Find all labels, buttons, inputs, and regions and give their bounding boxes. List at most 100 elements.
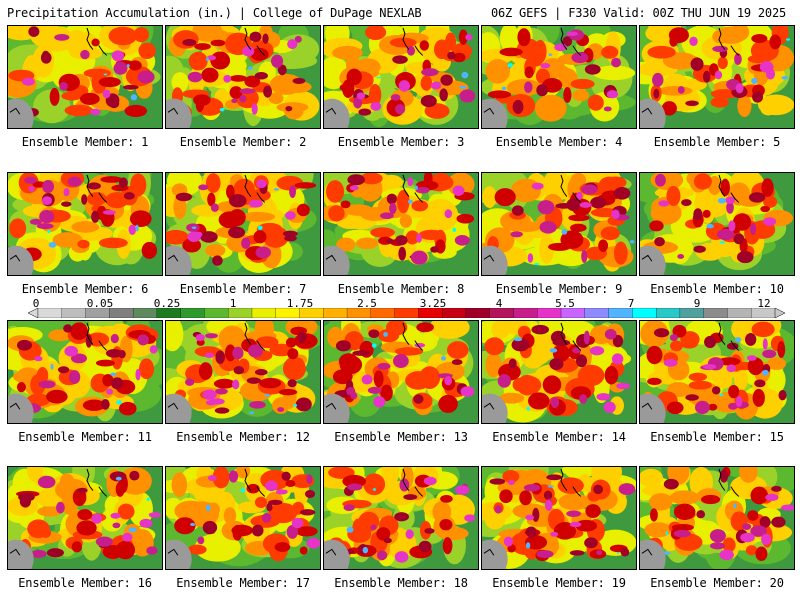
precip-contour: [91, 38, 100, 47]
precip-contour: [410, 250, 428, 265]
precip-contour: [499, 26, 520, 53]
precip-contour: [123, 192, 135, 200]
precip-contour: [71, 541, 83, 553]
precip-contour: [657, 86, 693, 96]
dry-area: [482, 245, 508, 275]
ensemble-panel: [481, 172, 637, 276]
precip-contour: [498, 392, 525, 404]
precip-contour: [394, 104, 406, 115]
precip-contour: [669, 334, 678, 342]
precip-contour: [739, 467, 758, 483]
precip-contour: [255, 246, 272, 259]
precip-contour: [562, 36, 573, 47]
precip-contour: [447, 341, 469, 359]
precip-contour: [214, 407, 230, 414]
colorbar-tick-label: 1.75: [286, 297, 314, 310]
precip-contour: [701, 494, 721, 505]
precip-contour: [76, 520, 97, 536]
precip-contour: [612, 334, 624, 348]
dry-area: [640, 393, 666, 423]
precip-contour: [745, 545, 758, 556]
precip-contour: [438, 394, 458, 413]
precip-contour: [355, 237, 379, 250]
precip-contour: [424, 528, 435, 534]
precip-contour: [82, 399, 106, 411]
precip-contour: [598, 176, 621, 194]
ensemble-member-label: Ensemble Member: 11: [18, 430, 152, 444]
precip-map: [324, 467, 478, 569]
precip-contour: [766, 357, 787, 370]
precip-contour: [513, 337, 523, 342]
precip-contour: [190, 522, 196, 527]
precip-contour: [202, 389, 217, 400]
precip-contour: [266, 502, 273, 512]
precip-contour: [70, 353, 87, 364]
coastline: [325, 174, 424, 262]
colorbar-arrow-right: [774, 308, 785, 318]
precip-contour: [539, 221, 557, 234]
colorbar-segment: [346, 308, 372, 318]
precip-contour: [360, 173, 383, 185]
precip-contour: [249, 411, 255, 415]
precip-contour: [370, 227, 395, 238]
precip-contour: [282, 230, 298, 237]
precip-contour: [454, 234, 470, 246]
precip-contour: [511, 338, 530, 352]
precip-contour: [340, 200, 351, 209]
precip-contour: [596, 550, 603, 556]
precip-contour: [654, 236, 665, 247]
precip-contour: [130, 94, 138, 101]
precip-contour: [206, 55, 217, 61]
precip-contour: [149, 345, 158, 354]
precip-contour: [118, 350, 126, 359]
precip-contour: [531, 182, 544, 190]
precip-contour: [763, 217, 777, 226]
precip-contour: [90, 108, 101, 116]
precip-contour: [484, 508, 506, 530]
precip-contour: [581, 249, 588, 263]
precip-contour: [616, 552, 620, 554]
precip-contour: [712, 29, 730, 44]
precip-contour: [458, 29, 468, 45]
precip-contour: [370, 524, 377, 531]
precip-contour: [719, 469, 729, 483]
precip-contour: [613, 241, 628, 265]
colorbar-segment: [751, 308, 776, 318]
precip-contour: [294, 182, 317, 189]
precip-map: [482, 321, 636, 423]
ensemble-panel: [165, 320, 321, 424]
precip-contour: [751, 77, 758, 84]
precip-contour: [548, 242, 571, 251]
precip-contour: [680, 331, 700, 348]
precip-contour: [433, 39, 450, 60]
precip-contour: [293, 403, 297, 407]
precip-contour: [418, 229, 445, 240]
precip-contour: [285, 211, 296, 220]
coastline: [167, 174, 266, 262]
precip-contour: [653, 88, 660, 99]
precip-contour: [376, 550, 388, 561]
precip-contour: [24, 176, 37, 184]
precip-contour: [265, 480, 278, 492]
precip-contour: [465, 34, 473, 41]
precip-contour: [670, 340, 683, 352]
precip-contour: [16, 382, 26, 393]
precip-contour: [737, 94, 752, 118]
precip-contour: [440, 356, 447, 361]
precip-contour: [42, 179, 55, 194]
precip-contour: [204, 352, 215, 358]
precip-contour: [64, 345, 78, 357]
precip-contour: [358, 108, 372, 116]
precip-contour: [370, 101, 382, 111]
precip-contour: [403, 494, 418, 500]
precip-contour: [135, 368, 141, 381]
coastline: [325, 27, 424, 115]
precip-contour: [70, 322, 88, 341]
precip-contour: [46, 548, 64, 558]
coastline: [9, 322, 108, 410]
precip-contour: [306, 537, 320, 549]
precip-contour: [685, 100, 699, 107]
precip-contour: [394, 347, 424, 356]
dry-area: [8, 393, 34, 423]
precip-contour: [105, 348, 123, 358]
